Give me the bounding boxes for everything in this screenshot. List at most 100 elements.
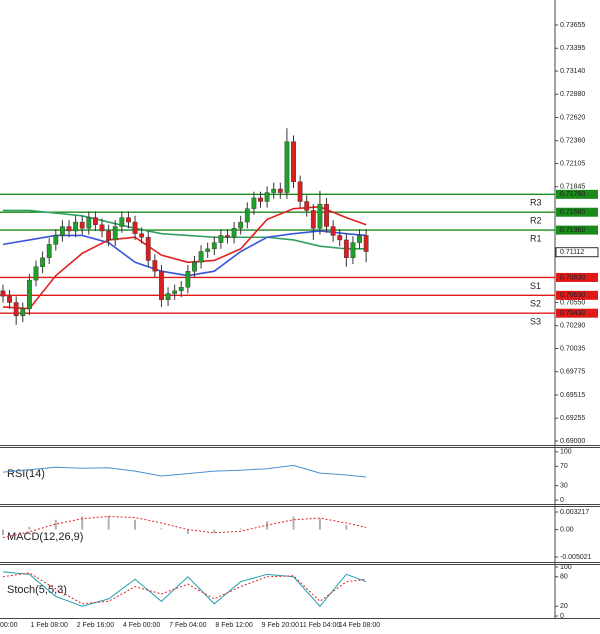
candle-body xyxy=(231,228,237,238)
candle-body xyxy=(297,181,303,202)
level-price-box xyxy=(556,189,598,199)
candle-body xyxy=(119,217,125,227)
y-tick-label: 0.69000 xyxy=(560,438,585,445)
indicator-line xyxy=(2,464,367,478)
y-tick-label: -0.005021 xyxy=(560,554,592,561)
y-tick-label: 30 xyxy=(560,482,568,489)
candle-body xyxy=(304,201,310,211)
candle-body xyxy=(244,208,250,223)
candle-body xyxy=(238,221,244,229)
y-tick-label: 0.003217 xyxy=(560,509,589,516)
y-tick-label: 0.69775 xyxy=(560,369,585,376)
candle-body xyxy=(73,221,79,232)
indicator-line xyxy=(2,206,367,310)
candle-body xyxy=(172,290,178,294)
candle-body xyxy=(33,266,39,281)
level-price-box xyxy=(556,290,598,300)
y-tick-label: 0.72360 xyxy=(560,138,585,145)
level-price: 0.71360 xyxy=(560,227,585,234)
candle-body xyxy=(218,235,224,243)
level-name: S2 xyxy=(530,299,541,309)
y-tick-label: 0.72620 xyxy=(560,114,585,121)
candle-body xyxy=(60,226,65,236)
y-tick-label: 0.00 xyxy=(560,526,574,533)
candle-body xyxy=(225,235,230,238)
x-tick-label: 00:00 xyxy=(0,622,18,629)
indicator-line xyxy=(2,572,367,605)
candle-body xyxy=(106,230,112,241)
candle-body xyxy=(132,221,138,234)
x-tick-label: 9 Feb 20:00 xyxy=(262,622,299,629)
level-name: R3 xyxy=(530,198,542,208)
last-price-box xyxy=(555,247,599,258)
y-tick-label: 0.69515 xyxy=(560,392,585,399)
level-price: 0.71760 xyxy=(560,191,585,198)
candle-body xyxy=(310,210,316,229)
level-name: R1 xyxy=(530,233,542,243)
x-tick-label: 11 Feb 04:00 xyxy=(300,622,341,629)
candle-body xyxy=(159,270,164,300)
candle-body xyxy=(99,224,105,232)
level-price-box xyxy=(556,272,598,282)
x-tick-label: 4 Feb 00:00 xyxy=(123,622,160,629)
candle-body xyxy=(139,233,145,238)
y-tick-label: 0.73395 xyxy=(560,45,585,52)
candle-body xyxy=(277,188,283,193)
candle-body xyxy=(363,235,369,252)
candle-body xyxy=(93,217,98,225)
y-tick-label: 0.73140 xyxy=(560,68,585,75)
candle-body xyxy=(66,226,72,232)
candle-body xyxy=(350,242,356,258)
indicator-title: MACD(12,26,9) xyxy=(7,531,83,543)
candle-body xyxy=(0,290,6,297)
candle-body xyxy=(357,235,362,243)
candle-body xyxy=(343,239,349,258)
candle-body xyxy=(251,197,257,209)
y-tick-label: 100 xyxy=(560,449,572,456)
candle-body xyxy=(324,203,329,227)
indicator-title: Stoch(5,5,3) xyxy=(7,584,67,596)
candle-body xyxy=(291,141,296,183)
candle-body xyxy=(284,141,290,193)
candle-body xyxy=(126,217,131,223)
y-tick-label: 0 xyxy=(560,497,564,504)
y-tick-label: 0.69255 xyxy=(560,415,585,422)
y-tick-label: 0 xyxy=(560,613,564,620)
y-tick-label: 0.70550 xyxy=(560,299,585,306)
candle-body xyxy=(20,308,26,317)
level-price-box xyxy=(556,207,598,217)
candle-body xyxy=(192,262,197,272)
candle-body xyxy=(86,217,92,229)
level-price: 0.71560 xyxy=(560,209,585,216)
y-tick-label: 0.72880 xyxy=(560,91,585,98)
candle-body xyxy=(185,270,191,288)
level-price-box xyxy=(556,308,598,318)
y-tick-label: 0.70290 xyxy=(560,323,585,330)
level-name: R2 xyxy=(530,216,542,226)
y-tick-label: 20 xyxy=(560,603,568,610)
level-name: S1 xyxy=(530,281,541,291)
x-tick-label: 1 Feb 08:00 xyxy=(31,622,68,629)
candle-body xyxy=(40,257,45,267)
y-tick-label: 0.73655 xyxy=(560,22,585,29)
candle-body xyxy=(271,188,277,193)
candle-body xyxy=(205,248,211,252)
y-tick-label: 0.70035 xyxy=(560,345,585,352)
last-price: 0.71112 xyxy=(560,249,584,256)
candle-body xyxy=(7,296,12,303)
candle-body xyxy=(337,235,343,241)
candle-body xyxy=(317,203,323,229)
level-price: 0.70630 xyxy=(560,292,585,299)
candle-body xyxy=(79,221,85,229)
candle-body xyxy=(178,287,184,292)
indicator-line xyxy=(2,571,367,607)
level-price-box xyxy=(556,225,598,235)
candle-body xyxy=(13,302,19,317)
level-name: S3 xyxy=(530,317,541,327)
candle-body xyxy=(258,197,263,202)
x-tick-label: 8 Feb 12:00 xyxy=(215,622,252,629)
candle-body xyxy=(211,242,217,250)
candle-body xyxy=(152,260,158,272)
